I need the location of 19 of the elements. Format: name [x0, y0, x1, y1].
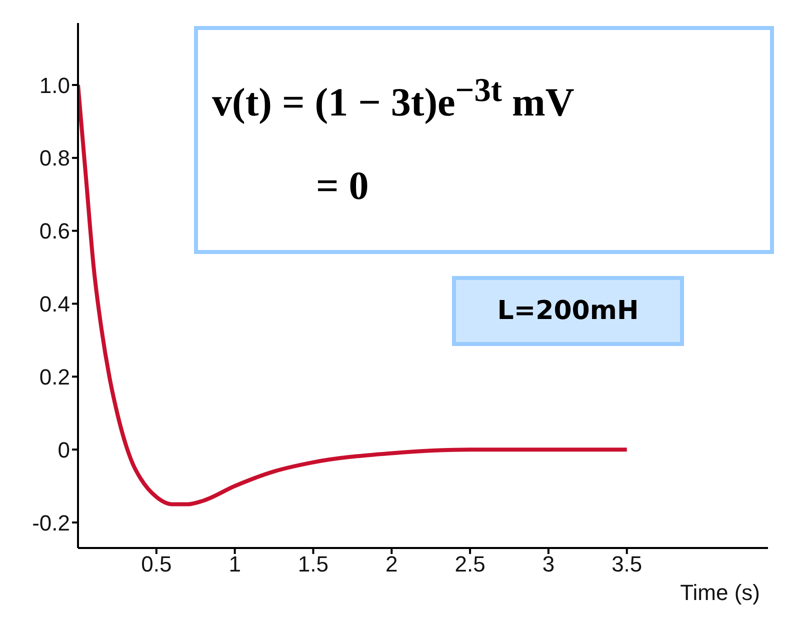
y-tick-label: 0.4 — [39, 292, 70, 317]
x-tick-label: 3 — [542, 552, 555, 577]
x-tick-label: 3.5 — [612, 552, 642, 577]
x-tick-label: 1.5 — [298, 552, 329, 577]
label-box: L=200mH — [452, 276, 684, 346]
x-tick-label: 1 — [228, 552, 241, 577]
annotation: v(t) = (1 − 3t)e$^{−3t}$ mV — [212, 72, 574, 126]
y-tick-label: -0.2 — [32, 510, 70, 536]
formula-box: v(t) = (1 − 3t)e$^{−3t}$ mV = 0 — [194, 26, 774, 254]
y-tick-label: 1.0 — [39, 72, 70, 98]
annotation: = 0 — [316, 162, 369, 209]
y-tick-label: 0.8 — [39, 146, 70, 171]
x-tick-label: 2 — [386, 552, 398, 577]
x-axis-title: Time (s) — [680, 580, 760, 605]
y-tick-label: 0 — [58, 437, 70, 462]
x-tick-label: 2.5 — [454, 552, 486, 577]
y-tick-label: 0.6 — [39, 218, 70, 244]
x-tick-label: 0.5 — [141, 552, 172, 577]
y-tick-label: 0.2 — [39, 364, 70, 390]
